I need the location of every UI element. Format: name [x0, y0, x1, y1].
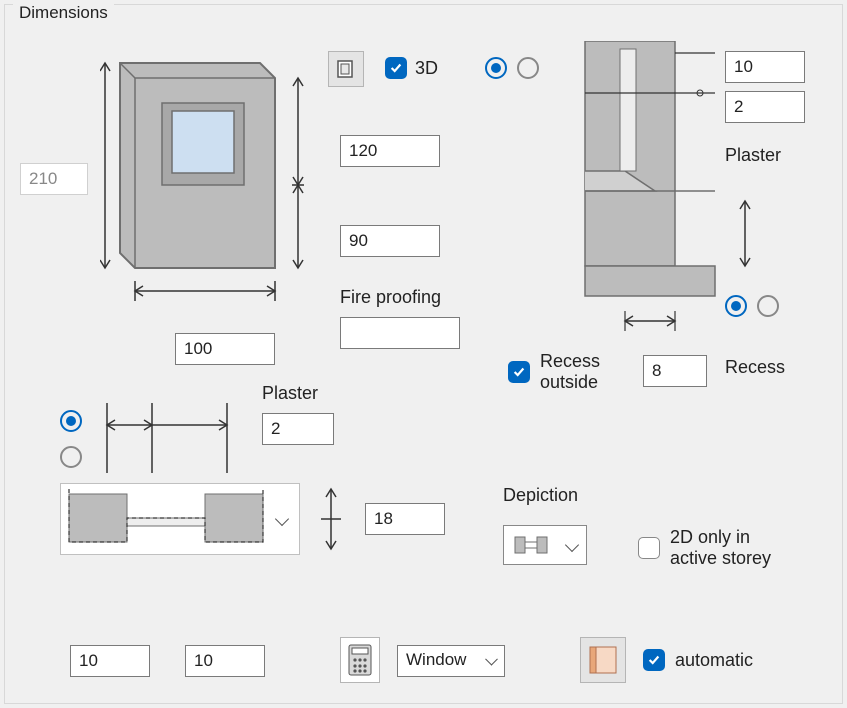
depiction-selector[interactable]: [503, 525, 587, 565]
chevron-down-icon: [275, 512, 289, 526]
window-top-input[interactable]: [340, 135, 440, 167]
sill-depth-dim-icon: [313, 483, 353, 555]
recess-outside-label: Recess outside: [540, 351, 606, 392]
checkbox-2d-only[interactable]: [638, 537, 660, 559]
checkbox-recess-outside[interactable]: [508, 361, 530, 383]
radio-top-a[interactable]: [485, 57, 507, 79]
plaster-dim-diagram: [97, 403, 247, 473]
label-3d: 3D: [415, 58, 438, 79]
chevron-down-icon: [565, 538, 579, 552]
width-input[interactable]: [175, 333, 275, 365]
sill-profile-icon: [61, 484, 271, 554]
radio-plaster-b[interactable]: [60, 446, 82, 468]
recess-label: Recess: [725, 357, 785, 378]
material-icon: [588, 645, 618, 675]
depiction-icon: [513, 533, 549, 557]
depiction-label: Depiction: [503, 485, 578, 506]
calculator-button[interactable]: [340, 637, 380, 683]
radio-top-b[interactable]: [517, 57, 539, 79]
viewmode-icon[interactable]: [328, 51, 364, 87]
element-type-value: Window: [406, 650, 466, 669]
radio-section-a[interactable]: [725, 295, 747, 317]
plaster-right-label: Plaster: [725, 145, 781, 166]
section-val-b-input[interactable]: [725, 91, 805, 123]
bottom-val-b-input[interactable]: [185, 645, 265, 677]
plaster-left-label: Plaster: [262, 383, 318, 404]
bottom-val-a-input[interactable]: [70, 645, 150, 677]
checkbox-3d[interactable]: [385, 57, 407, 79]
calculator-icon: [348, 644, 372, 676]
window-height-input[interactable]: [340, 225, 440, 257]
plaster-left-input[interactable]: [262, 413, 334, 445]
sill-profile-selector[interactable]: [60, 483, 300, 555]
element-type-select[interactable]: Window: [397, 645, 505, 677]
sill-depth-input[interactable]: [365, 503, 445, 535]
fireproofing-label: Fire proofing: [340, 287, 441, 308]
material-button[interactable]: [580, 637, 626, 683]
label-automatic: automatic: [675, 650, 753, 671]
label-2d-only: 2D only in active storey: [670, 527, 800, 568]
elevation-diagram: [100, 53, 310, 303]
fireproofing-input[interactable]: [340, 317, 460, 349]
recess-value-input[interactable]: [643, 355, 707, 387]
group-title: Dimensions: [13, 3, 114, 23]
height-input[interactable]: [20, 163, 88, 195]
radio-section-b[interactable]: [757, 295, 779, 317]
section-val-a-input[interactable]: [725, 51, 805, 83]
checkbox-automatic[interactable]: [643, 649, 665, 671]
radio-plaster-a[interactable]: [60, 410, 82, 432]
